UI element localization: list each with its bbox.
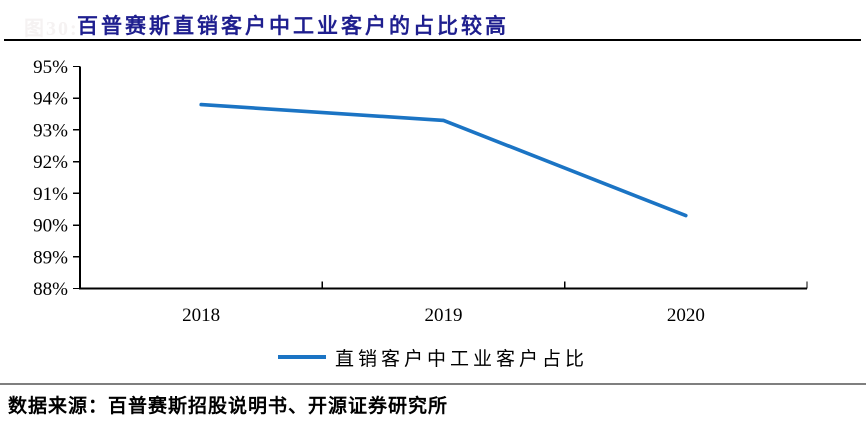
- x-tick-label: 2019: [425, 305, 463, 326]
- y-tick-label: 95%: [33, 57, 68, 78]
- legend-label: 直销客户中工业客户占比: [334, 348, 588, 370]
- axis-lines: [79, 66, 807, 290]
- y-tick-label: 91%: [33, 184, 68, 205]
- chart-legend: 直销客户中工业客户占比: [0, 346, 866, 370]
- data-line: [199, 102, 688, 218]
- x-tick-label: 2020: [667, 305, 705, 326]
- y-tick-label: 92%: [33, 152, 68, 173]
- y-tick-label: 94%: [33, 89, 68, 110]
- footer-divider: [0, 383, 866, 385]
- y-tick-label: 88%: [33, 279, 68, 300]
- x-tick-label: 2018: [182, 305, 220, 326]
- y-tick-label: 89%: [33, 247, 68, 268]
- legend-line-swatch-icon: [277, 355, 326, 359]
- chart-title: 百普赛斯直销客户中工业客户的占比较高: [77, 14, 509, 38]
- y-tick-label: 93%: [33, 120, 68, 141]
- chart-layer: 88% 89% 90% 91% 92% 93% 94% 95% 2018 2019 2020: [33, 57, 808, 326]
- figure-number-ghost: 图30:: [24, 18, 79, 40]
- title-divider: [4, 39, 861, 41]
- y-tick-label: 90%: [33, 216, 68, 237]
- data-source-note: 数据来源：百普赛斯招股说明书、开源证券研究所: [8, 396, 449, 417]
